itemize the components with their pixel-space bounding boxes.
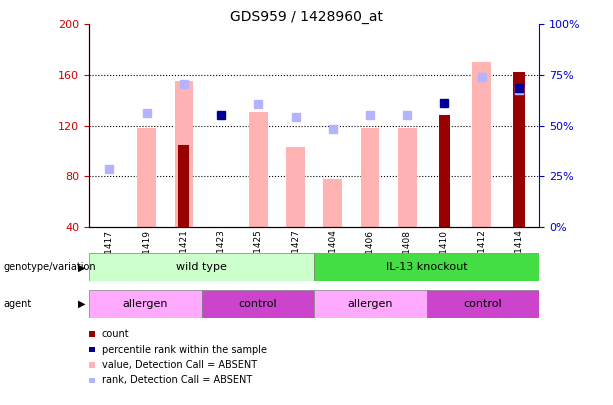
Bar [286, 147, 305, 227]
Bar [175, 81, 193, 227]
Text: allergen: allergen [123, 299, 168, 309]
Bar [314, 290, 427, 318]
Text: ▶: ▶ [78, 262, 85, 272]
Bar [89, 253, 314, 281]
Bar [137, 128, 156, 227]
Bar [314, 253, 539, 281]
Bar [513, 72, 525, 227]
Text: agent: agent [3, 299, 31, 309]
Text: allergen: allergen [348, 299, 393, 309]
Text: wild type: wild type [176, 262, 227, 272]
Text: count: count [102, 329, 129, 339]
Text: IL-13 knockout: IL-13 knockout [386, 262, 468, 272]
Text: ▶: ▶ [78, 299, 85, 309]
Bar [439, 115, 450, 227]
Text: control: control [464, 299, 503, 309]
Text: rank, Detection Call = ABSENT: rank, Detection Call = ABSENT [102, 375, 252, 385]
Bar [178, 145, 189, 227]
Text: control: control [238, 299, 277, 309]
Text: value, Detection Call = ABSENT: value, Detection Call = ABSENT [102, 360, 257, 370]
Text: percentile rank within the sample: percentile rank within the sample [102, 345, 267, 354]
Bar [324, 179, 342, 227]
Text: GDS959 / 1428960_at: GDS959 / 1428960_at [230, 10, 383, 24]
Bar [427, 290, 539, 318]
Text: genotype/variation: genotype/variation [3, 262, 96, 272]
Bar [202, 290, 314, 318]
Bar [398, 128, 417, 227]
Bar [360, 128, 379, 227]
Bar [249, 112, 268, 227]
Bar [473, 62, 491, 227]
Bar [89, 290, 202, 318]
